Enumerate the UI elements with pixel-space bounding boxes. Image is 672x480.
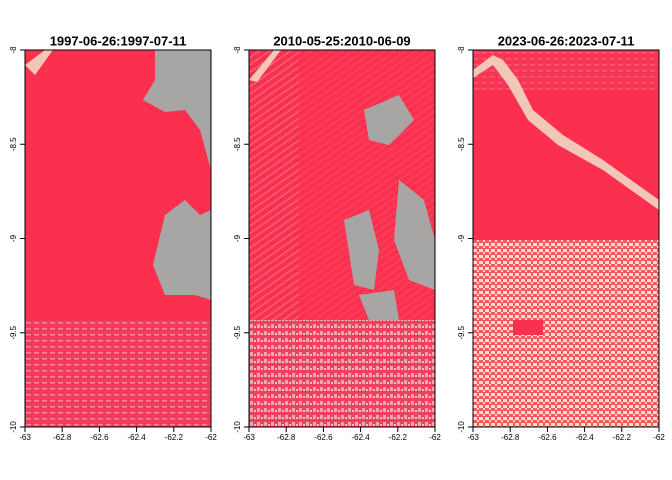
cloud xyxy=(359,290,399,320)
panel-title: 2010-05-25:2010-06-09 xyxy=(273,33,410,48)
cloud xyxy=(344,210,379,290)
x-tick-label: -62.2 xyxy=(389,433,408,442)
forest xyxy=(513,320,543,335)
x-tick-label: -63 xyxy=(243,433,255,442)
y-tick-label: -10 xyxy=(9,421,18,433)
panel-title: 2023-06-26:2023-07-11 xyxy=(498,33,635,48)
y-tick-label: -8 xyxy=(457,46,466,54)
x-tick-label: -62 xyxy=(429,433,441,442)
y-tick-label: -9.5 xyxy=(457,325,466,339)
y-tick-label: -8.5 xyxy=(233,137,242,151)
cleared-land xyxy=(473,240,659,427)
raster-image xyxy=(25,50,211,427)
river xyxy=(249,50,281,82)
y-tick-label: -9 xyxy=(457,234,466,242)
x-tick-label: -62 xyxy=(205,433,217,442)
y-tick-label: -9.5 xyxy=(233,325,242,339)
cloud xyxy=(153,200,211,300)
cloud xyxy=(364,95,414,145)
y-tick-label: -8.5 xyxy=(9,137,18,151)
raster-image xyxy=(473,50,659,427)
x-tick-label: -62.2 xyxy=(613,433,632,442)
x-tick-label: -62.2 xyxy=(165,433,184,442)
river xyxy=(25,50,53,75)
cloud xyxy=(394,180,435,290)
y-tick-label: -9 xyxy=(233,234,242,242)
y-tick-label: -10 xyxy=(233,421,242,433)
x-tick-label: -62.4 xyxy=(575,433,594,442)
cloud xyxy=(143,50,211,170)
panel-title: 1997-06-26:1997-07-11 xyxy=(50,33,187,48)
x-tick-label: -62.8 xyxy=(53,433,72,442)
x-tick-label: -62.4 xyxy=(127,433,146,442)
x-tick-label: -62.6 xyxy=(90,433,109,442)
x-tick-label: -62.4 xyxy=(351,433,370,442)
x-tick-label: -62.8 xyxy=(501,433,520,442)
y-tick-label: -8 xyxy=(9,46,18,54)
y-tick-label: -8.5 xyxy=(457,137,466,151)
y-tick-label: -9.5 xyxy=(9,325,18,339)
y-tick-label: -8 xyxy=(233,46,242,54)
raster-image xyxy=(249,50,435,427)
y-tick-label: -9 xyxy=(9,234,18,242)
y-tick-label: -10 xyxy=(457,421,466,433)
x-tick-label: -62.6 xyxy=(538,433,557,442)
cleared-land xyxy=(25,320,211,427)
x-tick-label: -62.6 xyxy=(314,433,333,442)
x-tick-label: -62 xyxy=(653,433,665,442)
x-tick-label: -63 xyxy=(19,433,31,442)
x-tick-label: -62.8 xyxy=(277,433,296,442)
cleared-land xyxy=(249,320,435,427)
river xyxy=(473,55,659,210)
x-tick-label: -63 xyxy=(467,433,479,442)
